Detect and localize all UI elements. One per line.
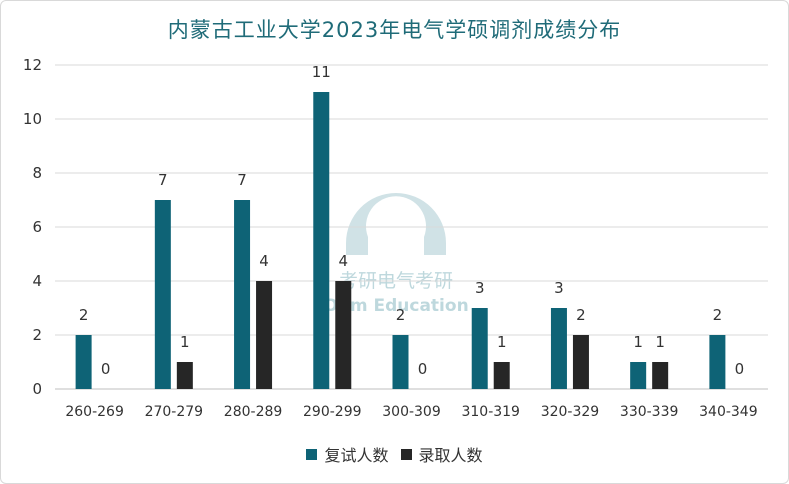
bar-retest-4 [392,335,409,389]
legend-label-retest: 复试人数 [324,446,389,465]
x-tick-label-7: 330-339 [620,404,679,420]
bar-retest-8 [709,335,726,389]
data-label-retest-2: 7 [237,171,247,189]
data-label-admitted-3: 4 [339,252,349,270]
watermark-subtext: Ohm Education [323,296,468,316]
legend-swatch-retest [306,448,318,460]
bar-admitted-6 [572,335,589,389]
data-label-retest-4: 2 [396,306,406,324]
bar-retest-5 [471,308,488,389]
y-tick-label-8: 8 [32,164,42,182]
bar-admitted-5 [493,362,510,389]
x-tick-label-2: 280-289 [224,404,283,420]
data-label-admitted-7: 1 [655,333,665,351]
x-tick-label-8: 340-349 [699,404,758,420]
x-tick-label-5: 310-319 [461,404,520,420]
legend-label-admitted: 录取人数 [418,446,483,465]
data-label-admitted-5: 1 [497,333,507,351]
data-label-admitted-0: 0 [101,360,111,378]
bar-retest-3 [313,92,330,389]
bar-retest-7 [630,362,647,389]
y-tick-label-2: 2 [32,326,42,344]
data-label-retest-7: 1 [633,333,643,351]
data-label-retest-8: 2 [713,306,723,324]
x-tick-label-0: 260-269 [65,404,124,420]
y-tick-label-4: 4 [32,272,42,290]
bar-admitted-1 [176,362,193,389]
y-tick-label-12: 12 [23,56,42,74]
bar-retest-6 [550,308,567,389]
x-tick-label-1: 270-279 [145,404,204,420]
data-label-retest-0: 2 [79,306,89,324]
legend-item-retest: 复试人数 [306,442,389,466]
y-tick-label-10: 10 [23,110,42,128]
bar-admitted-7 [652,362,669,389]
legend-item-admitted: 录取人数 [400,442,483,466]
watermark-logo-icon [346,193,446,255]
data-label-admitted-8: 0 [735,360,745,378]
data-label-admitted-6: 2 [576,306,586,324]
x-tick-label-3: 290-299 [303,404,362,420]
bar-retest-0 [75,335,92,389]
data-label-admitted-4: 0 [418,360,428,378]
y-tick-label-6: 6 [32,218,42,236]
bar-admitted-2 [256,281,273,389]
chart-title: 内蒙古工业大学2023年电气学硕调剂成绩分布 [167,18,622,42]
data-label-retest-6: 3 [554,279,564,297]
data-label-retest-5: 3 [475,279,485,297]
data-label-admitted-2: 4 [259,252,269,270]
data-label-admitted-1: 1 [180,333,190,351]
y-tick-label-0: 0 [32,380,42,398]
x-tick-label-6: 320-329 [541,404,600,420]
data-label-retest-1: 7 [158,171,168,189]
data-label-retest-3: 11 [312,63,331,81]
legend-swatch-admitted [400,448,412,460]
bar-retest-1 [154,200,171,389]
chart-legend: 复试人数 录取人数 [0,442,789,466]
bar-admitted-3 [335,281,352,389]
bar-retest-2 [234,200,251,389]
x-tick-label-4: 300-309 [382,404,441,420]
